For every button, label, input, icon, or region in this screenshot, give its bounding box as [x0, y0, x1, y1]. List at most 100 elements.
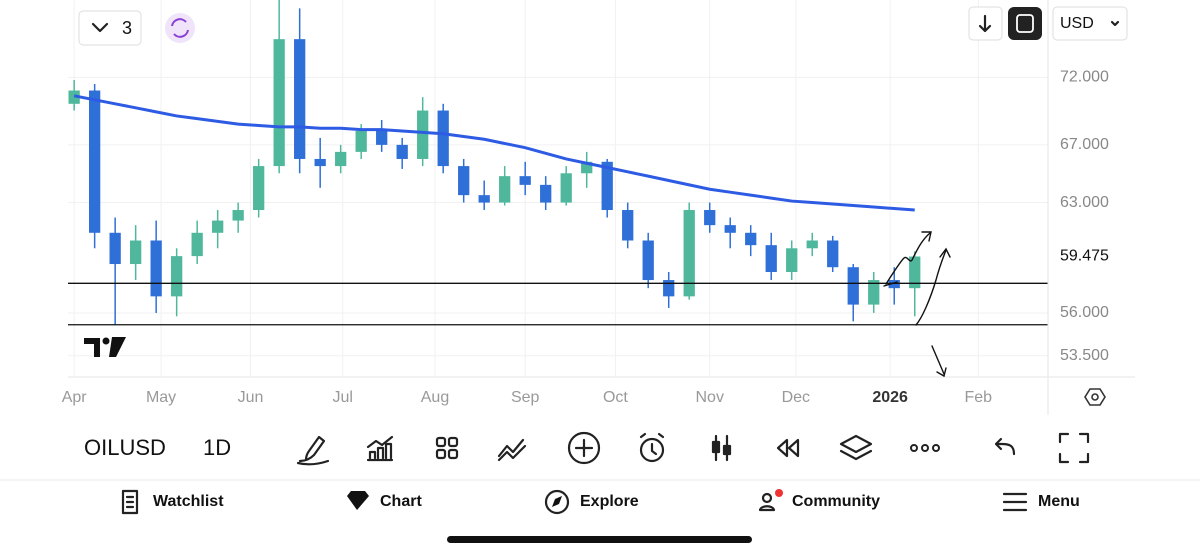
x-tick-label: Aug: [421, 389, 449, 406]
nav-item[interactable]: Chart: [380, 493, 422, 510]
candle-body: [499, 176, 511, 203]
templates-tool[interactable]: [435, 436, 459, 460]
explore-icon: [544, 489, 570, 515]
x-tick-label: 2026: [872, 389, 908, 406]
drawing: [883, 231, 951, 378]
candle-body: [232, 210, 244, 221]
candle-body: [212, 220, 224, 233]
tool-icons: [296, 431, 1090, 466]
moving-average: [73, 94, 915, 212]
candle-body: [130, 240, 142, 265]
settings-button[interactable]: [1084, 388, 1106, 406]
nav-item[interactable]: Community: [792, 493, 880, 510]
y-tick-label: 56.000: [1060, 304, 1109, 321]
candle-body: [109, 232, 121, 265]
candle-body: [745, 232, 757, 246]
chevron-icon: [91, 22, 109, 33]
last-price-label: 59.475: [1060, 248, 1109, 265]
y-tick-label: 63.000: [1060, 194, 1109, 211]
candle-body: [253, 166, 265, 211]
x-tick-label: May: [146, 389, 176, 406]
layout-button[interactable]: [78, 10, 142, 46]
candle-body: [786, 248, 798, 273]
add-tool[interactable]: [567, 431, 601, 465]
candle-body: [458, 166, 470, 196]
candle-body: [294, 39, 306, 159]
candle-body: [601, 161, 613, 211]
nav-item[interactable]: Menu: [1038, 493, 1080, 510]
sync-button[interactable]: [165, 13, 195, 43]
home-indicator: [447, 536, 752, 543]
sync-icon: [171, 18, 189, 38]
candle-body: [622, 210, 634, 241]
x-tick-label: Feb: [965, 389, 993, 406]
candle-body: [663, 280, 675, 297]
candle-body: [191, 232, 203, 257]
draw-tool[interactable]: [296, 435, 330, 466]
candle-body: [888, 280, 900, 289]
x-tick-label: Oct: [603, 389, 628, 406]
layers-tool[interactable]: [839, 434, 873, 461]
candle-body: [273, 39, 285, 167]
menu-icon: [1002, 492, 1028, 512]
candle-body: [417, 110, 429, 159]
watchlist-icon: [121, 489, 139, 515]
x-tick-label: Jul: [333, 389, 353, 406]
replay-tool[interactable]: [776, 438, 800, 458]
x-tick-label: Nov: [695, 389, 723, 406]
arrow-icon: [978, 14, 992, 33]
x-tick-label: Apr: [62, 389, 88, 406]
layout-count: 3: [122, 18, 132, 38]
candle-body: [683, 210, 695, 297]
x-tick-label: Jun: [238, 389, 264, 406]
y-tick-label: 72.000: [1060, 69, 1109, 86]
currency-button[interactable]: [1052, 6, 1128, 41]
logo: [84, 337, 126, 357]
candle-body: [89, 90, 101, 233]
interval[interactable]: 1D: [203, 435, 231, 460]
currency: USD: [1060, 15, 1094, 32]
candle-body: [765, 245, 777, 273]
candle-body: [335, 151, 347, 167]
candle-body: [150, 240, 162, 297]
fullscreen-tool[interactable]: [1058, 432, 1090, 464]
nav-icons: [121, 489, 1028, 515]
indicators-tool[interactable]: [366, 435, 394, 462]
plot: [68, 0, 1048, 377]
more-tool[interactable]: [910, 444, 940, 452]
symbol[interactable]: OILUSD: [84, 435, 166, 460]
candle-body: [171, 256, 183, 297]
fullscreen-button[interactable]: [1008, 7, 1042, 40]
x-tick-label: Dec: [782, 389, 810, 406]
candle-body: [560, 173, 572, 203]
frame-icon: [1016, 14, 1034, 33]
candle-body: [478, 195, 490, 203]
candle-body: [847, 267, 859, 305]
community-icon: [758, 489, 783, 512]
nav-item[interactable]: Watchlist: [153, 493, 224, 510]
settings-icon: [1091, 393, 1099, 401]
candle-body: [376, 130, 388, 145]
candle-body: [704, 210, 716, 226]
compare-tool[interactable]: [497, 438, 527, 462]
candle-body: [519, 176, 531, 185]
candle-body: [396, 144, 408, 159]
alert-tool[interactable]: [639, 432, 665, 463]
x-tick-label: Sep: [511, 389, 540, 406]
chevron-icon: [1110, 20, 1120, 27]
chart-icon: [347, 491, 369, 510]
candle-body: [314, 158, 326, 167]
nav-item[interactable]: Explore: [580, 493, 639, 510]
candle-body: [806, 240, 818, 249]
bar-type-tool[interactable]: [711, 434, 732, 462]
candle-body: [724, 225, 736, 233]
candle-body: [827, 240, 839, 268]
candle-body: [540, 184, 552, 203]
candle-body: [437, 110, 449, 167]
candle-body: [868, 280, 880, 305]
undo-tool[interactable]: [994, 437, 1016, 456]
y-tick-label: 53.500: [1060, 347, 1109, 364]
candle-body: [581, 161, 593, 174]
